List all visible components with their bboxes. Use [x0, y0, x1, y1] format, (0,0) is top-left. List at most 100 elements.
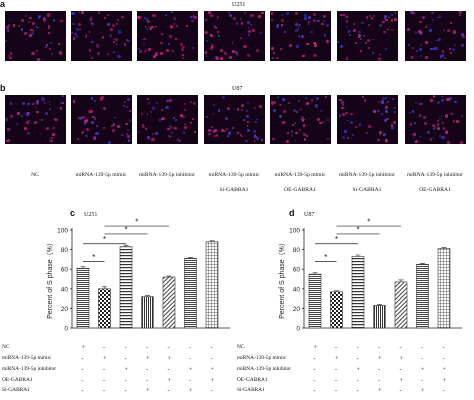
cell-nucleus	[247, 102, 250, 105]
cell-nucleus	[170, 131, 174, 135]
cell-nucleus	[339, 14, 342, 17]
cell-nucleus	[108, 140, 112, 144]
cell-nucleus	[344, 43, 347, 46]
cell-nucleus	[355, 125, 358, 128]
cell-nucleus	[276, 23, 279, 26]
cell-nucleus	[317, 20, 320, 23]
cell-nucleus	[112, 40, 115, 43]
cell-nucleus	[205, 115, 208, 118]
cell-nucleus	[277, 96, 280, 99]
cell-nucleus	[430, 47, 433, 51]
cell-nucleus	[393, 111, 396, 114]
chart-c-error-bar-2	[102, 286, 107, 289]
chart-c-bar-1	[76, 267, 90, 329]
cell-nucleus	[41, 97, 45, 101]
u251-image-6	[337, 11, 398, 61]
cell-nucleus	[221, 129, 225, 133]
cell-nucleus	[146, 19, 150, 23]
cell-nucleus	[323, 20, 326, 23]
cell-nucleus	[316, 97, 319, 101]
cell-nucleus	[218, 35, 220, 37]
chart-d-bar-1	[308, 273, 322, 329]
cell-nucleus	[60, 102, 63, 105]
cell-nucleus	[390, 19, 394, 22]
cell-nucleus	[166, 100, 169, 103]
cell-nucleus	[393, 106, 396, 109]
panel-letter-a: a	[0, 0, 6, 9]
cell-nucleus	[350, 112, 353, 116]
cell-nucleus	[256, 118, 258, 121]
cell-nucleus	[385, 18, 388, 22]
cell-nucleus	[8, 19, 11, 22]
cell-nucleus	[345, 19, 349, 23]
cell-nucleus	[152, 13, 156, 17]
cell-nucleus	[247, 121, 250, 124]
cell-nucleus	[341, 136, 345, 140]
cell-nucleus	[437, 16, 439, 19]
chart-c-y-tick-label: 100	[57, 228, 68, 235]
cell-nucleus	[174, 127, 178, 130]
chart-d-error-bar-2	[334, 290, 339, 292]
cell-nucleus	[298, 23, 301, 26]
cell-nucleus	[117, 125, 120, 128]
cell-nucleus	[449, 96, 453, 100]
cell-nucleus	[161, 117, 164, 121]
cell-nucleus	[248, 34, 251, 36]
cell-nucleus	[194, 16, 198, 20]
cell-nucleus	[89, 49, 92, 52]
table-d-mark-4-3: -	[356, 377, 359, 384]
cell-nucleus	[326, 24, 329, 27]
chart-c-bar-4	[141, 296, 154, 329]
cell-nucleus	[341, 101, 344, 104]
cell-nucleus	[372, 38, 374, 41]
cell-nucleus	[7, 55, 10, 57]
cell-nucleus	[326, 40, 330, 43]
cell-nucleus	[116, 23, 119, 25]
table-c-mark-4-7: +	[210, 377, 214, 384]
cell-nucleus	[428, 29, 432, 32]
cell-nucleus	[58, 51, 62, 55]
cell-nucleus	[95, 124, 99, 128]
cell-nucleus	[190, 15, 193, 19]
cell-nucleus	[97, 11, 100, 14]
cell-nucleus	[33, 121, 37, 125]
cell-nucleus	[175, 38, 178, 41]
cell-nucleus	[446, 140, 451, 144]
cell-nucleus	[303, 118, 305, 121]
cell-nucleus	[20, 27, 24, 31]
cell-nucleus	[420, 44, 423, 47]
table-d-mark-3-3: +	[356, 366, 360, 373]
cell-nucleus	[231, 49, 235, 53]
cell-nucleus	[310, 30, 313, 34]
cell-nucleus	[141, 123, 144, 126]
cell-nucleus	[168, 135, 171, 138]
cell-nucleus	[36, 50, 38, 52]
chart-c-error-bar-5	[166, 275, 172, 278]
cell-nucleus	[171, 11, 174, 14]
cell-nucleus	[410, 56, 414, 59]
cell-nucleus	[35, 25, 38, 28]
cell-nucleus	[251, 28, 255, 33]
cell-nucleus	[90, 109, 93, 113]
cell-nucleus	[212, 103, 216, 107]
cell-nucleus	[240, 22, 244, 25]
cell-nucleus	[9, 52, 12, 55]
cell-nucleus	[77, 22, 81, 26]
cell-nucleus	[280, 13, 284, 17]
table-c-mark-2-4: +	[146, 355, 150, 362]
cell-nucleus	[436, 120, 439, 123]
cell-nucleus	[455, 120, 460, 124]
cell-nucleus	[168, 42, 171, 46]
cell-nucleus	[441, 95, 443, 98]
cell-nucleus	[282, 53, 285, 56]
cell-nucleus	[415, 140, 417, 143]
cell-nucleus	[169, 126, 173, 129]
cell-nucleus	[272, 57, 274, 59]
chart-d-y-tick-label: 60	[293, 267, 301, 274]
cell-nucleus	[286, 11, 290, 15]
cell-nucleus	[152, 132, 155, 136]
cell-nucleus	[347, 119, 349, 122]
table-c-mark-5-4: +	[146, 387, 150, 394]
cell-nucleus	[462, 34, 465, 38]
table-d-mark-2-5: +	[399, 355, 403, 362]
